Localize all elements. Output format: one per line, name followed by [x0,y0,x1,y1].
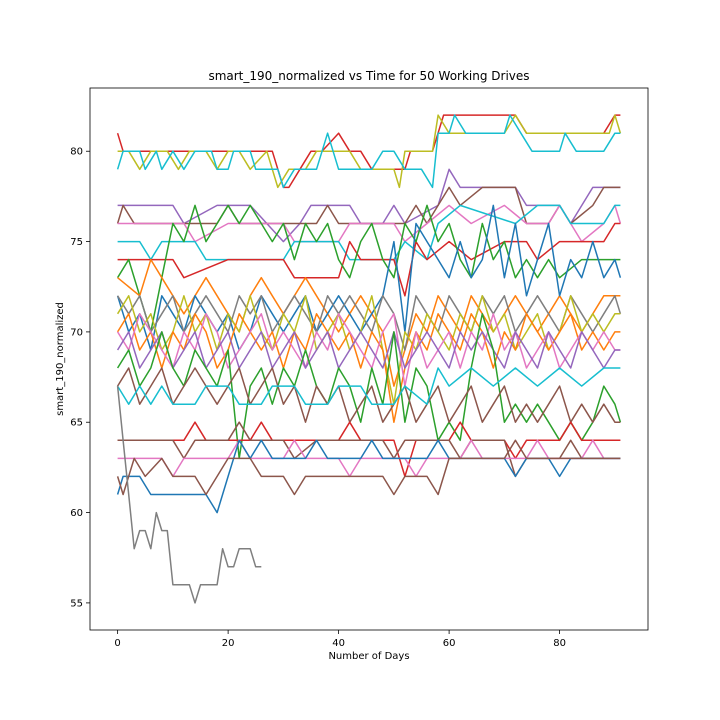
plot-frame [89,87,649,631]
y-tick-label: 75 [70,237,83,248]
series-line-17 [116,313,622,460]
y-tick-label: 55 [70,598,83,609]
axes-group: 0 20 40 60 80 55 60 65 70 75 80 [70,87,649,649]
series-line-11 [116,204,622,351]
series-line-6 [117,204,622,243]
x-tick-label: 20 [222,638,235,649]
y-axis-label: smart_190_normalized [55,302,66,416]
series-line-3 [116,114,621,189]
y-tick-label: 70 [70,327,83,338]
series-line-19 [116,367,621,405]
x-tick-label: 40 [332,638,345,649]
y-tick-label: 60 [70,508,83,519]
x-tick-label: 0 [114,638,120,649]
chart-title: smart_190_normalized vs Time for 50 Work… [208,69,529,83]
series-line-16 [116,331,621,369]
series-line-25 [116,386,262,604]
series-line-23 [116,439,621,514]
y-tick-label: 65 [70,418,83,429]
x-axis-label: Number of Days [328,651,409,662]
series-line-8 [117,222,621,297]
x-tick-label: 80 [553,638,566,649]
series-line-24 [116,439,621,496]
series-line-9 [116,204,621,333]
series-line-13 [116,295,621,405]
series-group [116,114,622,604]
series-line-18 [116,367,621,423]
y-tick-label: 80 [70,147,83,158]
x-tick-label: 60 [443,638,456,649]
